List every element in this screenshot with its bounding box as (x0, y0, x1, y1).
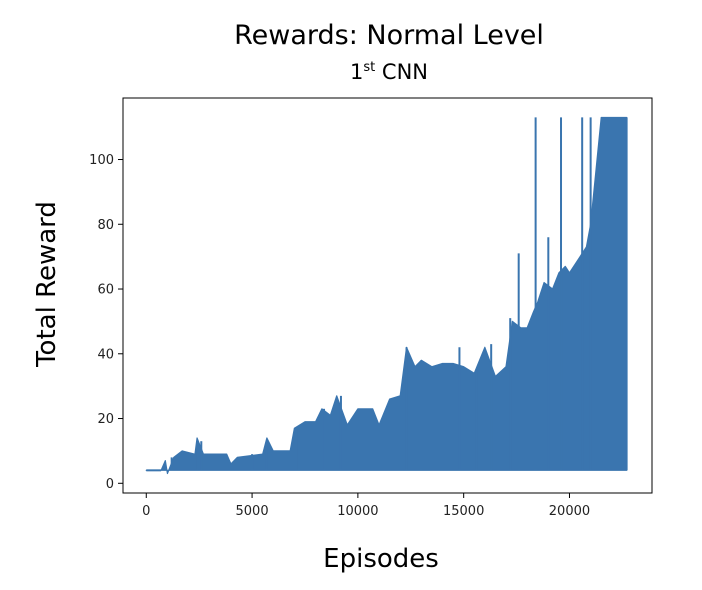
y-tick-label: 20 (97, 412, 114, 427)
plot-frame (122, 97, 653, 494)
chart-subtitle: 1st CNN (350, 60, 428, 84)
y-tick-label: 60 (97, 283, 114, 298)
subtitle-superscript: st (363, 60, 375, 75)
x-tick-label: 0 (142, 504, 150, 519)
x-tick-label: 15000 (443, 504, 484, 519)
axis-ticks: 0 5000 10000 15000 20000 0 20 40 60 80 100 (89, 153, 590, 519)
y-tick-label: 0 (106, 477, 114, 492)
chart-title: Rewards: Normal Level (234, 20, 544, 51)
subtitle-base: 1 (350, 60, 363, 84)
x-tick-label: 20000 (549, 504, 590, 519)
subtitle-rest: CNN (375, 60, 428, 84)
y-tick-label: 80 (97, 218, 114, 233)
y-tick-label: 100 (89, 153, 114, 168)
plot-area (145, 116, 628, 475)
x-tick-label: 5000 (236, 504, 269, 519)
x-tick-label: 10000 (337, 504, 378, 519)
y-tick-label: 40 (97, 347, 114, 362)
y-axis-label: Total Reward (32, 201, 62, 368)
x-axis-label: Episodes (323, 544, 439, 574)
reward-band (145, 116, 628, 475)
